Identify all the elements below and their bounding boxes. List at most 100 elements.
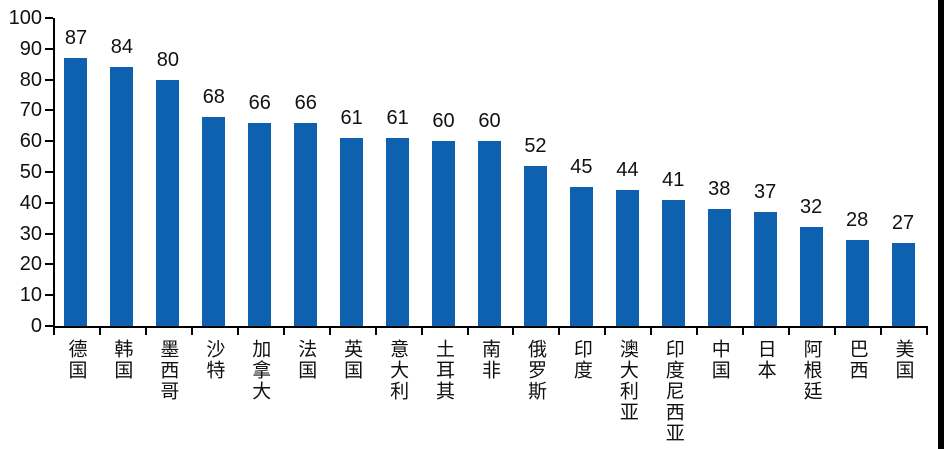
y-tick-mark bbox=[45, 171, 53, 173]
bar bbox=[110, 67, 134, 326]
x-category-label: 沙特 bbox=[203, 339, 225, 381]
bar bbox=[294, 122, 318, 326]
bar-value-label: 41 bbox=[662, 168, 685, 191]
y-tick-mark bbox=[45, 109, 53, 112]
bar bbox=[432, 141, 456, 326]
x-category-label: 德国 bbox=[65, 339, 87, 381]
bar-value-label: 87 bbox=[64, 27, 88, 50]
bar-value-label: 37 bbox=[754, 181, 777, 204]
bar bbox=[340, 138, 364, 326]
bar bbox=[569, 187, 593, 326]
x-category-label: 土耳其 bbox=[433, 339, 455, 402]
bar bbox=[753, 212, 777, 326]
x-tick-mark bbox=[650, 328, 653, 335]
bar bbox=[202, 116, 226, 326]
bar-value-label: 32 bbox=[800, 196, 823, 219]
y-tick-label: 80 bbox=[19, 68, 42, 91]
x-tick-mark bbox=[328, 328, 331, 335]
x-tick-mark bbox=[53, 328, 55, 335]
x-category-label: 美国 bbox=[892, 339, 914, 381]
x-tick-mark bbox=[512, 328, 515, 335]
y-axis-line bbox=[53, 18, 55, 328]
y-tick-label: 20 bbox=[19, 253, 42, 276]
y-tick-label: 60 bbox=[19, 130, 42, 153]
y-tick-mark bbox=[45, 140, 53, 143]
bar-value-label: 52 bbox=[524, 134, 547, 157]
y-tick-label: 70 bbox=[19, 99, 42, 122]
x-category-label: 加拿大 bbox=[249, 339, 271, 402]
x-tick-mark bbox=[604, 328, 607, 335]
bar bbox=[845, 239, 869, 326]
x-tick-mark bbox=[190, 328, 193, 335]
x-tick-mark bbox=[466, 328, 469, 335]
x-tick-mark bbox=[742, 328, 745, 335]
x-category-label: 法国 bbox=[295, 339, 317, 381]
bar-value-label: 28 bbox=[845, 208, 869, 231]
x-tick-mark bbox=[926, 328, 928, 335]
x-tick-mark bbox=[788, 328, 791, 335]
x-category-label: 墨西哥 bbox=[157, 339, 179, 402]
bar bbox=[523, 165, 547, 326]
y-tick-label: 10 bbox=[19, 284, 42, 307]
bar-value-label: 61 bbox=[340, 107, 363, 130]
bar-value-label: 27 bbox=[891, 211, 915, 234]
x-category-label: 意大利 bbox=[387, 339, 409, 402]
bar bbox=[891, 242, 915, 326]
x-category-label: 澳大利亚 bbox=[616, 339, 638, 423]
x-tick-mark bbox=[374, 328, 377, 335]
x-tick-mark bbox=[236, 328, 239, 335]
x-category-label: 阿根廷 bbox=[800, 339, 822, 402]
y-tick-mark bbox=[45, 17, 53, 19]
bar-value-label: 66 bbox=[294, 91, 317, 114]
bar-value-label: 60 bbox=[432, 110, 455, 133]
bar bbox=[478, 141, 501, 326]
y-tick-label: 100 bbox=[8, 7, 42, 29]
x-category-label: 英国 bbox=[341, 339, 363, 381]
x-category-label: 印度尼西亚 bbox=[662, 339, 684, 444]
bar-value-label: 45 bbox=[570, 156, 593, 179]
y-tick-label: 0 bbox=[30, 315, 42, 337]
bar bbox=[156, 79, 180, 326]
y-tick-mark bbox=[45, 325, 53, 327]
x-axis-line bbox=[53, 326, 928, 328]
y-tick-mark bbox=[45, 294, 53, 297]
y-tick-mark bbox=[45, 78, 53, 81]
x-tick-mark bbox=[144, 328, 147, 335]
bar-value-label: 68 bbox=[202, 85, 225, 108]
y-tick-mark bbox=[45, 201, 53, 204]
y-tick-mark bbox=[45, 232, 53, 235]
bar bbox=[661, 199, 685, 326]
screen-edge-stripe bbox=[938, 0, 944, 449]
bar bbox=[248, 122, 272, 326]
x-category-label: 印度 bbox=[570, 339, 592, 381]
x-tick-mark bbox=[834, 328, 837, 335]
x-category-label: 南非 bbox=[479, 339, 500, 381]
x-tick-mark bbox=[558, 328, 561, 335]
y-tick-label: 50 bbox=[19, 161, 42, 183]
bar bbox=[799, 227, 823, 326]
bar bbox=[64, 58, 88, 326]
bar bbox=[386, 138, 410, 326]
x-tick-mark bbox=[880, 328, 883, 335]
y-tick-label: 40 bbox=[19, 191, 42, 214]
x-tick-mark bbox=[420, 328, 423, 335]
y-tick-mark bbox=[45, 47, 53, 50]
x-category-label: 巴西 bbox=[846, 339, 868, 381]
bar-value-label: 38 bbox=[708, 177, 731, 200]
bar-value-label: 80 bbox=[156, 48, 179, 71]
bar-value-label: 66 bbox=[248, 91, 271, 114]
x-tick-mark bbox=[282, 328, 285, 335]
x-tick-mark bbox=[98, 328, 101, 335]
bar bbox=[707, 208, 731, 326]
y-tick-label: 30 bbox=[19, 222, 42, 245]
x-tick-mark bbox=[696, 328, 699, 335]
bar-value-label: 61 bbox=[386, 107, 409, 130]
bar-value-label: 84 bbox=[110, 36, 134, 59]
y-tick-mark bbox=[45, 263, 53, 266]
x-category-label: 日本 bbox=[754, 339, 776, 381]
y-tick-label: 90 bbox=[19, 37, 42, 60]
bar bbox=[615, 190, 639, 326]
x-category-label: 中国 bbox=[708, 339, 730, 381]
bar-value-label: 44 bbox=[616, 159, 639, 182]
